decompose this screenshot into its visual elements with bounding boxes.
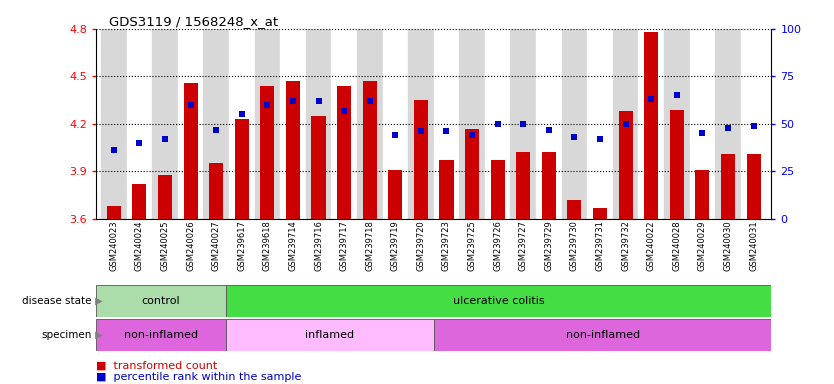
Bar — [510, 29, 536, 219]
Bar — [587, 29, 613, 219]
Bar — [644, 32, 658, 219]
Bar — [434, 319, 771, 351]
Bar — [254, 29, 280, 219]
Bar — [363, 81, 377, 219]
Bar — [96, 319, 226, 351]
Bar — [567, 200, 581, 219]
Bar — [664, 29, 690, 219]
Bar — [306, 29, 331, 219]
Text: ulcerative colitis: ulcerative colitis — [453, 296, 545, 306]
Bar — [696, 170, 710, 219]
Bar — [203, 29, 229, 219]
Bar — [670, 109, 684, 219]
Bar — [337, 86, 351, 219]
Bar — [127, 29, 153, 219]
Bar — [485, 29, 510, 219]
Bar — [638, 29, 664, 219]
Bar — [721, 154, 735, 219]
Bar — [226, 319, 434, 351]
Text: non-inflamed: non-inflamed — [565, 330, 640, 340]
Bar — [357, 29, 383, 219]
Bar — [389, 170, 402, 219]
Bar — [107, 206, 121, 219]
Bar — [716, 29, 741, 219]
Bar — [234, 119, 249, 219]
Bar — [311, 116, 325, 219]
Bar — [741, 29, 766, 219]
Bar — [229, 29, 254, 219]
Bar — [286, 81, 300, 219]
Bar — [331, 29, 357, 219]
Text: ▶: ▶ — [92, 296, 103, 306]
Text: ■  transformed count: ■ transformed count — [96, 361, 217, 371]
Bar — [209, 164, 224, 219]
Bar — [178, 29, 203, 219]
Bar — [561, 29, 587, 219]
Bar — [408, 29, 434, 219]
Bar — [414, 100, 428, 219]
Bar — [153, 29, 178, 219]
Text: inflamed: inflamed — [305, 330, 354, 340]
Text: non-inflamed: non-inflamed — [123, 330, 198, 340]
Bar — [490, 160, 505, 219]
Text: specimen: specimen — [42, 330, 92, 340]
Bar — [690, 29, 716, 219]
Bar — [383, 29, 408, 219]
Text: GDS3119 / 1568248_x_at: GDS3119 / 1568248_x_at — [109, 15, 279, 28]
Bar — [542, 152, 556, 219]
Bar — [133, 184, 147, 219]
Text: ■  percentile rank within the sample: ■ percentile rank within the sample — [96, 372, 301, 382]
Bar — [619, 111, 633, 219]
Bar — [465, 129, 479, 219]
Bar — [226, 285, 771, 317]
Bar — [158, 175, 172, 219]
Bar — [460, 29, 485, 219]
Text: ▶: ▶ — [92, 330, 103, 340]
Bar — [593, 208, 607, 219]
Bar — [440, 160, 454, 219]
Bar — [260, 86, 274, 219]
Bar — [516, 152, 530, 219]
Bar — [613, 29, 638, 219]
Text: control: control — [142, 296, 180, 306]
Bar — [101, 29, 127, 219]
Bar — [96, 285, 226, 317]
Bar — [434, 29, 460, 219]
Bar — [183, 83, 198, 219]
Text: disease state: disease state — [23, 296, 92, 306]
Bar — [746, 154, 761, 219]
Bar — [536, 29, 561, 219]
Bar — [280, 29, 306, 219]
